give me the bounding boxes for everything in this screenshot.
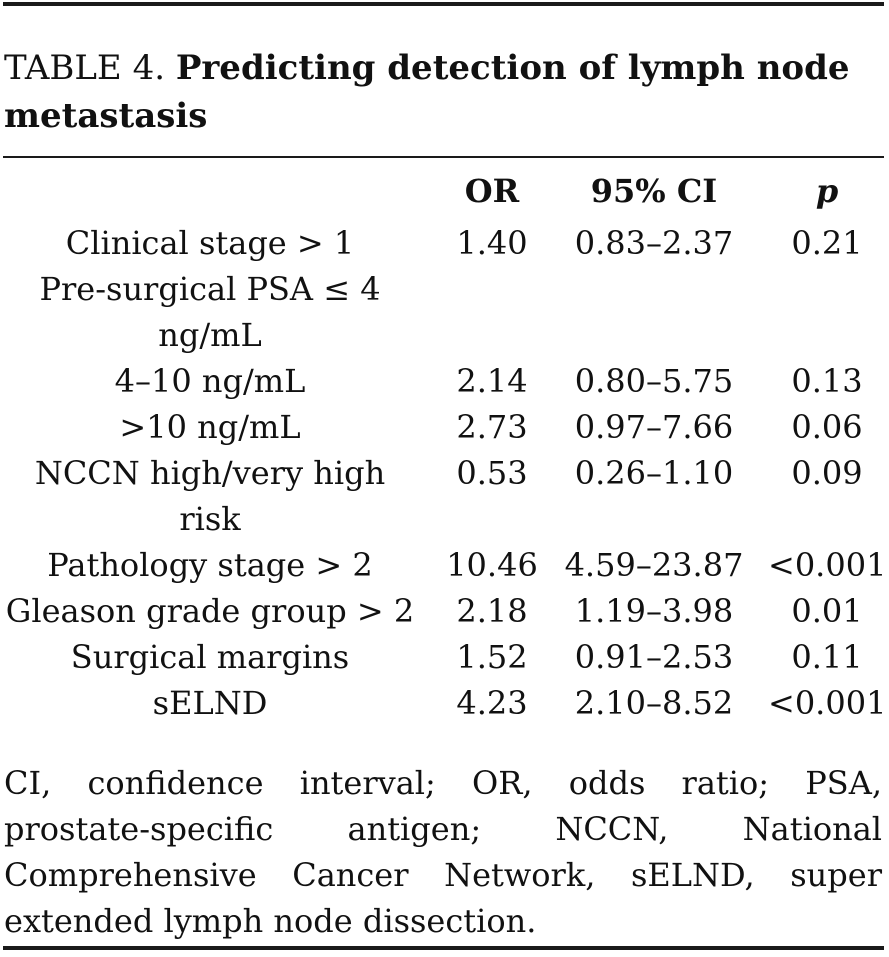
row-or: 2.73 — [456, 408, 528, 446]
row-ci: 0.80–5.75 — [574, 362, 734, 400]
row-p: 0.21 — [791, 224, 863, 262]
table-row: Surgical margins 1.52 0.91–2.53 0.11 — [0, 634, 889, 680]
table-row: >10 ng/mL 2.73 0.97–7.66 0.06 — [0, 404, 889, 450]
table-row: NCCN high/very high risk 0.53 0.26–1.10 … — [0, 450, 889, 542]
row-p: 0.11 — [791, 638, 863, 676]
header-rule — [3, 156, 884, 158]
row-ci: 0.97–7.66 — [574, 408, 734, 446]
table-row: Pathology stage > 2 10.46 4.59–23.87 <0.… — [0, 542, 889, 588]
row-variable: NCCN high/very high risk — [34, 454, 386, 538]
row-or: 2.18 — [456, 592, 528, 630]
top-rule — [3, 2, 884, 6]
row-variable: sELND — [152, 684, 268, 722]
row-p: 0.09 — [791, 454, 863, 492]
table-row: Clinical stage > 1 1.40 0.83–2.37 0.21 — [0, 220, 889, 266]
table-row: sELND 4.23 2.10–8.52 <0.001 — [0, 680, 889, 726]
table-caption: TABLE 4. Predicting detection of lymph n… — [4, 44, 888, 140]
row-ci: 2.10–8.52 — [574, 684, 734, 722]
row-or: 1.52 — [456, 638, 528, 676]
row-ci: 0.91–2.53 — [574, 638, 734, 676]
header-or: OR — [464, 172, 520, 210]
row-ci: 0.26–1.10 — [574, 454, 734, 492]
row-or: 1.40 — [456, 224, 528, 262]
row-ci: 4.59–23.87 — [564, 546, 744, 584]
bottom-rule — [3, 946, 884, 950]
row-p: 0.01 — [791, 592, 863, 630]
table-row: Gleason grade group > 2 2.18 1.19–3.98 0… — [0, 588, 889, 634]
row-p: 0.06 — [791, 408, 863, 446]
row-variable: >10 ng/mL — [119, 408, 301, 446]
table-label: TABLE 4. — [4, 48, 166, 88]
row-variable: Clinical stage > 1 — [65, 224, 355, 262]
row-variable: Gleason grade group > 2 — [5, 592, 415, 630]
row-or: 2.14 — [456, 362, 528, 400]
table-title: Predicting detection of lymph node metas… — [4, 48, 850, 136]
table-row: Pre-surgical PSA ≤ 4 ng/mL — [0, 266, 889, 358]
table-row: 4–10 ng/mL 2.14 0.80–5.75 0.13 — [0, 358, 889, 404]
table-header-row: OR 95% CI p — [0, 164, 889, 220]
row-variable: Surgical margins — [70, 638, 350, 676]
row-p: <0.001 — [768, 546, 887, 584]
row-variable: Pre-surgical PSA ≤ 4 ng/mL — [39, 270, 381, 354]
row-variable: 4–10 ng/mL — [114, 362, 306, 400]
row-ci: 0.83–2.37 — [574, 224, 734, 262]
row-variable: Pathology stage > 2 — [47, 546, 373, 584]
results-table: OR 95% CI p Clinical stage > 1 1.40 0.83… — [0, 164, 889, 726]
row-p: 0.13 — [791, 362, 863, 400]
header-ci: 95% CI — [590, 172, 718, 210]
row-p: <0.001 — [768, 684, 887, 722]
row-or: 10.46 — [446, 546, 538, 584]
row-or: 0.53 — [456, 454, 528, 492]
table-footnote: CI, confidence interval; OR, odds ratio;… — [4, 764, 882, 940]
row-or: 4.23 — [456, 684, 528, 722]
row-ci: 1.19–3.98 — [574, 592, 734, 630]
header-p: p — [815, 172, 839, 210]
